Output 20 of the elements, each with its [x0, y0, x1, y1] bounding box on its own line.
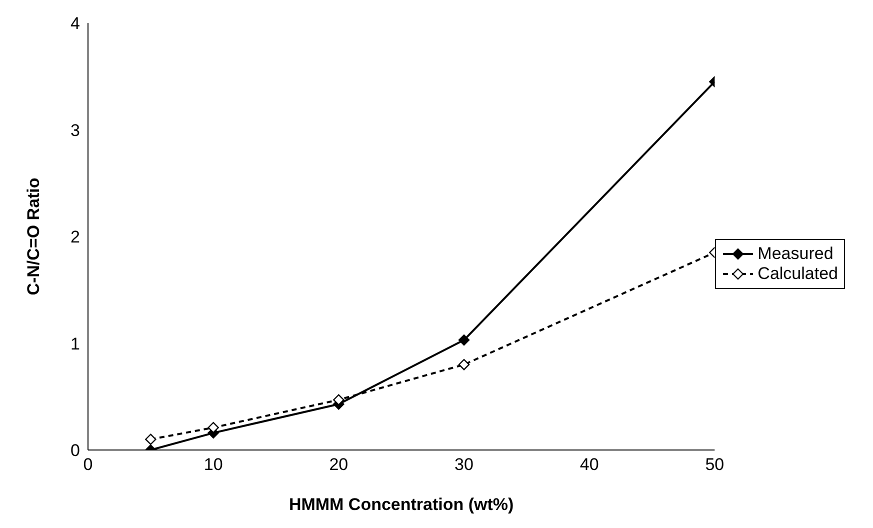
y-tick-label: 4: [70, 14, 80, 34]
legend-label: Measured: [758, 244, 834, 264]
x-tick-label: 0: [83, 455, 93, 474]
point: [208, 422, 219, 434]
x-tick-label: 20: [329, 455, 348, 474]
y-axis-title: C-N/C=O Ratio: [24, 178, 44, 296]
x-tick-label: 40: [580, 455, 599, 474]
x-axis-title: HMMM Concentration (wt%): [288, 495, 514, 514]
point: [145, 434, 156, 445]
legend-label: Calculated: [758, 264, 838, 284]
x-tick-label: 30: [454, 455, 474, 474]
x-tick-label: 10: [204, 455, 223, 474]
point: [333, 394, 344, 406]
y-tick-label: 0: [70, 441, 80, 460]
y-tick-label: 3: [70, 120, 80, 140]
y-tick-label: 2: [70, 228, 80, 247]
point: [458, 359, 470, 370]
point: [458, 334, 470, 346]
y-tick-label: 1: [70, 334, 80, 354]
x-tick-label: 50: [705, 455, 724, 474]
